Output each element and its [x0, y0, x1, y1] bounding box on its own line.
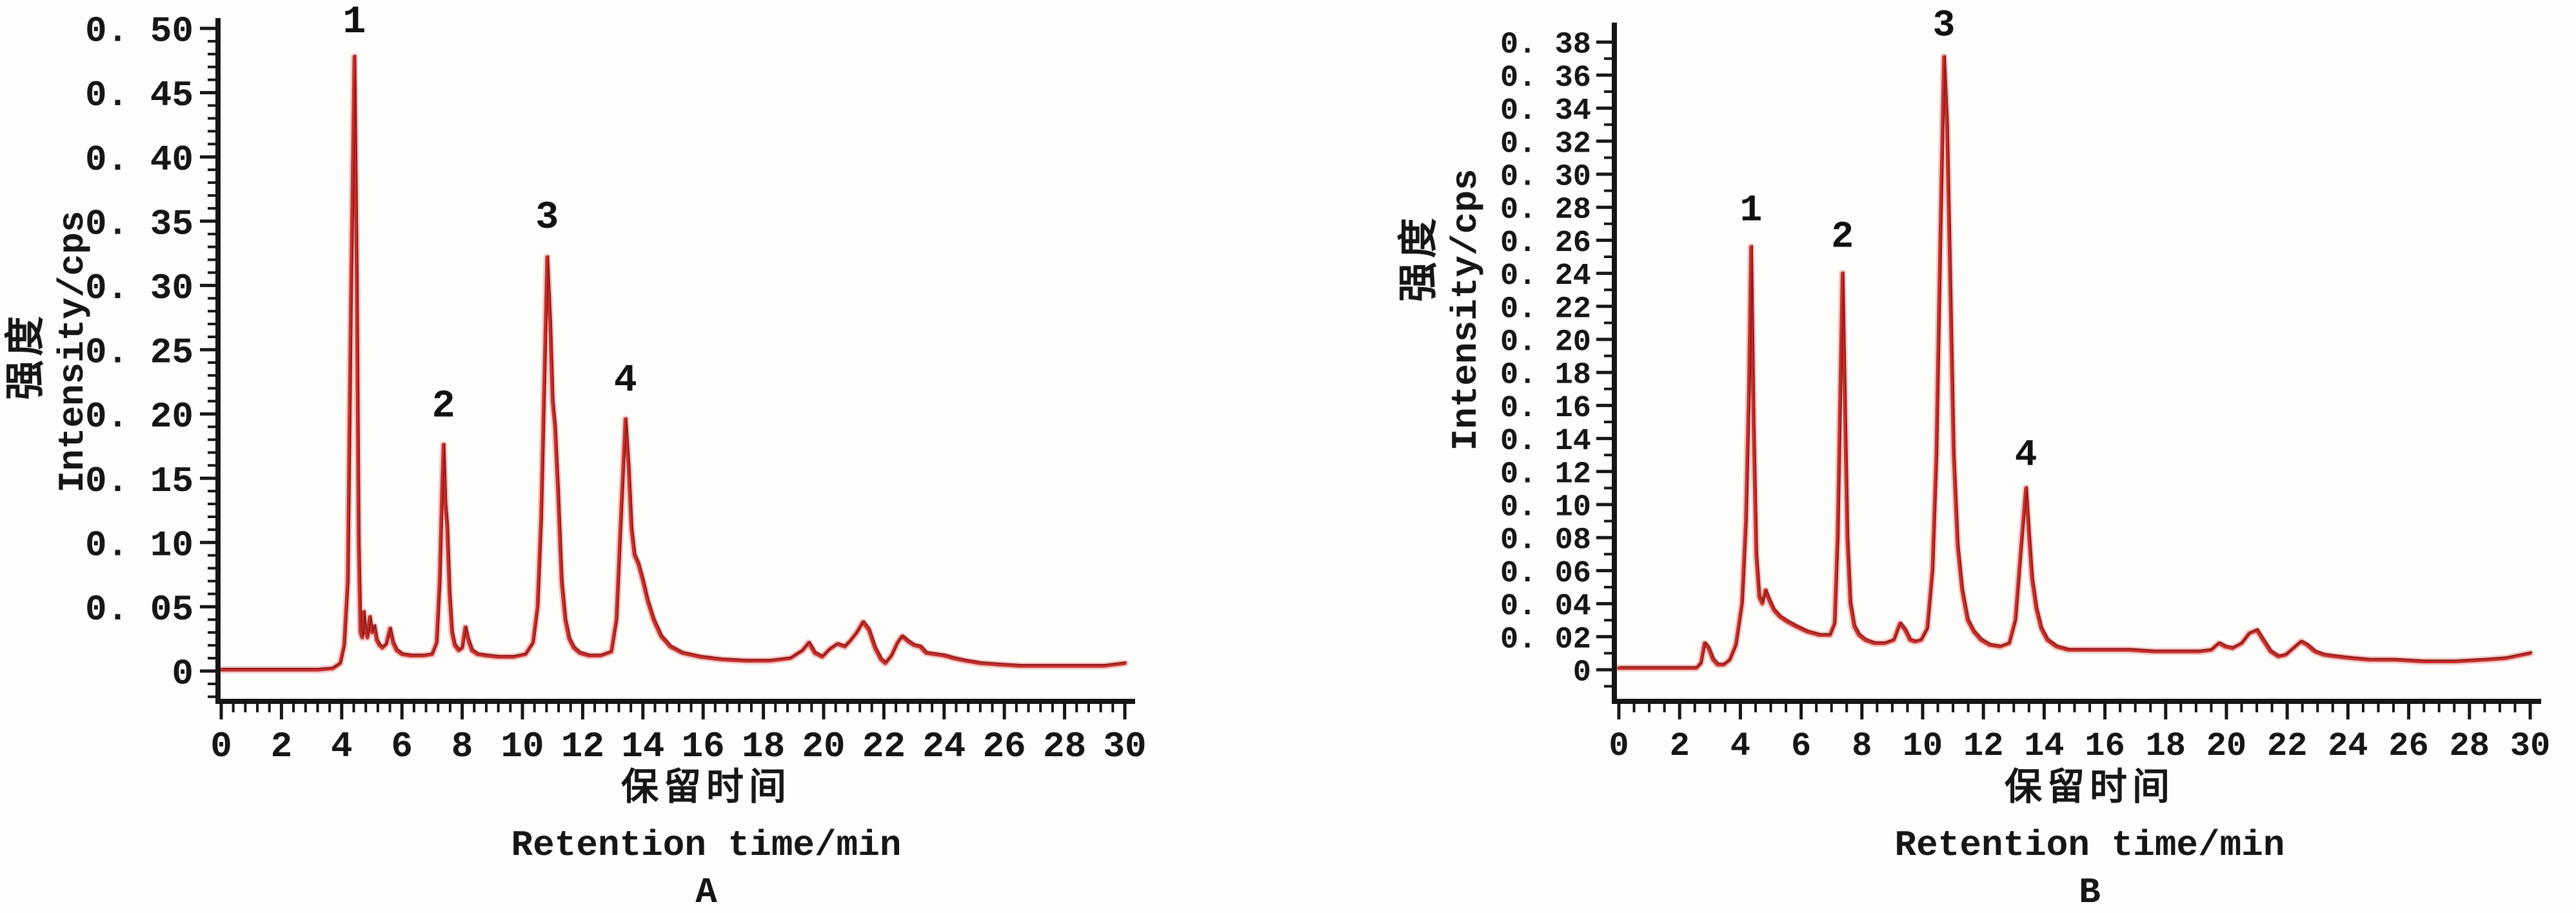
- y-tick-label: 0. 16: [1500, 392, 1591, 426]
- y-tick-label: 0. 05: [85, 589, 193, 630]
- y-tick-label: 0. 10: [85, 525, 193, 566]
- trace-a: [219, 55, 1127, 672]
- y-tick-label: 0. 36: [1500, 61, 1591, 95]
- peak-label: 1: [1739, 190, 1762, 232]
- x-tick-label: 14: [621, 726, 664, 767]
- y-tick-label: 0. 20: [85, 396, 193, 437]
- x-tick-label: 0: [210, 726, 232, 767]
- y-axis-title-cn-a: 强度: [3, 312, 48, 401]
- x-tick-label: 20: [2206, 727, 2246, 765]
- chromatogram-a: 0. 50 0. 45 0. 40 0. 35 0. 30 0. 25 0. 20 0. 15…: [85, 1, 1147, 767]
- x-tick-label: 10: [500, 726, 544, 767]
- x-tick-label: 30: [1103, 726, 1146, 767]
- peak-label: 2: [432, 385, 455, 429]
- x-ticks-a: 0 2 4 6 8 10 12 14 16 18 20 22 24 26 28 30: [210, 704, 1147, 767]
- y-tick-label: 0: [172, 654, 193, 695]
- x-tick-label: 12: [561, 726, 604, 767]
- y-tick-label: 0: [1573, 656, 1591, 690]
- y-axis-title-en-a: Intensity/cps: [52, 210, 94, 493]
- trace-halo-b: [1615, 53, 2534, 672]
- y-tick-label: 0. 38: [1500, 28, 1591, 63]
- x-tick-label: 28: [2450, 727, 2490, 765]
- x-tick-label: 10: [1903, 727, 1943, 765]
- x-ticks-b: 0 2 4 6 8 10 12 14 16 18 20 22 24 26 28 30: [1609, 704, 2550, 765]
- y-tick-label: 0. 06: [1500, 557, 1591, 591]
- x-axis-title-en-b: Retention time/min: [1894, 825, 2285, 866]
- x-tick-label: 22: [2267, 727, 2307, 765]
- x-tick-label: 18: [2146, 727, 2186, 765]
- y-tick-label: 0. 32: [1500, 127, 1591, 161]
- x-axis-title-cn-b: 保留时间: [2004, 766, 2175, 808]
- x-tick-label: 8: [1852, 727, 1872, 765]
- x-tick-label: 26: [983, 726, 1026, 767]
- peak-label: 4: [614, 359, 637, 403]
- peak-label: 4: [2015, 435, 2037, 477]
- y-tick-label: 0. 15: [85, 461, 193, 502]
- x-tick-label: 14: [2024, 727, 2064, 765]
- y-tick-label: 0. 35: [85, 203, 193, 245]
- axes-a: [215, 18, 1135, 704]
- x-tick-label: 26: [2388, 727, 2428, 765]
- x-tick-label: 22: [862, 726, 906, 767]
- chromatogram-b: 0. 380. 360. 340. 320. 300. 280. 260. 24…: [1500, 5, 2550, 765]
- x-tick-label: 0: [1609, 727, 1629, 765]
- peak-labels-a: 1 2 3 4: [342, 1, 637, 429]
- x-tick-label: 20: [802, 726, 845, 767]
- y-tick-label: 0. 22: [1500, 292, 1591, 326]
- x-tick-label: 28: [1043, 726, 1086, 767]
- y-tick-label: 0. 12: [1500, 457, 1591, 492]
- x-tick-label: 24: [2328, 727, 2368, 765]
- x-axis-title-en-a: Retention time/min: [511, 825, 902, 866]
- x-tick-label: 12: [1963, 727, 2003, 765]
- y-ticks-b: 0. 380. 360. 340. 320. 300. 280. 260. 24…: [1500, 28, 1612, 690]
- panel-label-b: B: [2079, 872, 2101, 913]
- x-tick-label: 18: [742, 726, 785, 767]
- y-tick-label: 0. 04: [1500, 590, 1591, 624]
- y-tick-label: 0. 34: [1500, 94, 1591, 128]
- y-ticks-a: 0. 50 0. 45 0. 40 0. 35 0. 30 0. 25 0. 20 0. 15…: [85, 11, 215, 698]
- y-tick-label: 0. 14: [1500, 425, 1591, 459]
- y-tick-label: 0. 10: [1500, 490, 1591, 525]
- y-tick-label: 0. 30: [1500, 160, 1591, 194]
- peak-label: 3: [1933, 5, 1956, 47]
- peak-label: 3: [535, 196, 559, 240]
- y-tick-label: 0. 26: [1500, 226, 1591, 261]
- x-tick-label: 16: [682, 726, 725, 767]
- y-tick-label: 0. 02: [1500, 623, 1591, 657]
- x-tick-label: 2: [271, 726, 293, 767]
- trace-b: [1617, 55, 2532, 670]
- y-axis-title-en-b: Intensity/cps: [1445, 168, 1487, 451]
- peak-labels-b: 1 2 3 4: [1739, 5, 2037, 477]
- y-tick-label: 0. 20: [1500, 325, 1591, 359]
- x-axis-title-cn-a: 保留时间: [620, 766, 792, 808]
- x-tick-label: 6: [1791, 727, 1811, 765]
- x-tick-label: 24: [922, 726, 966, 767]
- x-tick-label: 16: [2085, 727, 2125, 765]
- y-tick-label: 0. 18: [1500, 359, 1591, 393]
- peak-label: 1: [342, 1, 366, 45]
- y-tick-label: 0. 08: [1500, 524, 1591, 558]
- x-tick-label: 2: [1670, 727, 1690, 765]
- y-tick-label: 0. 25: [85, 332, 193, 374]
- y-tick-label: 0. 45: [85, 75, 193, 116]
- x-tick-label: 6: [391, 726, 413, 767]
- y-tick-label: 0. 24: [1500, 259, 1591, 294]
- y-tick-label: 0. 50: [85, 11, 193, 52]
- y-tick-label: 0. 40: [85, 139, 193, 181]
- trace-core-b: [1620, 55, 2532, 668]
- axes-b: [1612, 23, 2541, 704]
- trace-core-a: [222, 54, 1127, 669]
- x-tick-label: 4: [1730, 727, 1750, 765]
- x-tick-label: 4: [331, 726, 353, 767]
- y-tick-label: 0. 28: [1500, 194, 1591, 228]
- panel-label-a: A: [695, 872, 717, 913]
- x-tick-label: 30: [2510, 727, 2550, 765]
- y-axis-title-cn-b: 强度: [1396, 214, 1441, 303]
- x-tick-label: 8: [451, 726, 473, 767]
- peak-label: 2: [1831, 217, 1854, 259]
- y-tick-label: 0. 30: [85, 268, 193, 309]
